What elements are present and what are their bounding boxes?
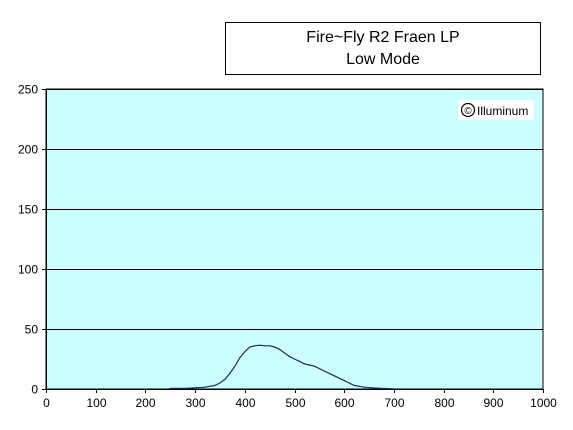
data-point (254, 345, 256, 347)
x-tick-label: 600 (334, 396, 354, 410)
x-tick-label: 300 (185, 396, 205, 410)
copyright-symbol: © (464, 106, 472, 117)
data-point (244, 351, 246, 353)
data-point (264, 345, 266, 347)
chart-subtitle: Low Mode (346, 50, 420, 68)
watermark-text: Illuminum (477, 104, 528, 118)
data-point (214, 384, 216, 386)
data-point (393, 388, 395, 390)
x-tick-label: 200 (135, 396, 155, 410)
data-point (169, 387, 171, 389)
data-point (308, 364, 310, 366)
y-tick-label: 200 (18, 143, 38, 157)
x-tick-label: 100 (86, 396, 106, 410)
x-tick-label: 900 (483, 396, 503, 410)
data-point (313, 365, 315, 367)
data-point (383, 387, 385, 390)
data-point (333, 375, 335, 377)
data-point (194, 387, 196, 389)
x-tick-label: 700 (384, 396, 404, 410)
x-tick-label: 400 (235, 396, 255, 410)
data-point (288, 356, 291, 358)
data-point (204, 386, 206, 388)
x-tick-label: 800 (434, 396, 454, 410)
chart-title: Fire~Fly R2 Fraen LP (306, 28, 460, 46)
data-point (284, 352, 286, 354)
chart-title-box: Fire~Fly R2 Fraen LP Low Mode (225, 22, 541, 75)
data-point (234, 365, 236, 367)
data-point (224, 378, 226, 380)
data-point (279, 348, 281, 350)
watermark-box (458, 100, 534, 120)
data-point (249, 346, 251, 348)
data-point (184, 387, 186, 389)
data-point (343, 380, 345, 382)
data-point (229, 372, 231, 374)
data-point (259, 344, 261, 346)
data-point (274, 346, 276, 348)
data-point (363, 386, 365, 388)
data-point (353, 384, 355, 386)
x-tick-label: 1000 (530, 396, 557, 410)
plot-area (45, 88, 544, 390)
data-point (269, 345, 271, 347)
y-tick-label: 150 (18, 203, 38, 217)
y-tick-label: 50 (25, 323, 39, 337)
data-point (323, 370, 325, 372)
data-point (298, 360, 301, 362)
data-point (373, 387, 375, 389)
copyright-icon (460, 102, 476, 118)
data-point (348, 382, 350, 384)
x-tick-label: 500 (285, 396, 305, 410)
data-point (338, 377, 340, 379)
y-tick-label: 100 (18, 263, 38, 277)
data-point (318, 368, 320, 370)
y-tick-label: 0 (31, 383, 38, 397)
data-point (293, 358, 296, 360)
y-tick-label: 250 (18, 83, 38, 97)
data-point (303, 363, 305, 365)
x-tick-label: 0 (43, 396, 50, 410)
data-point (219, 382, 221, 384)
data-point (328, 372, 330, 374)
data-point (239, 357, 241, 359)
